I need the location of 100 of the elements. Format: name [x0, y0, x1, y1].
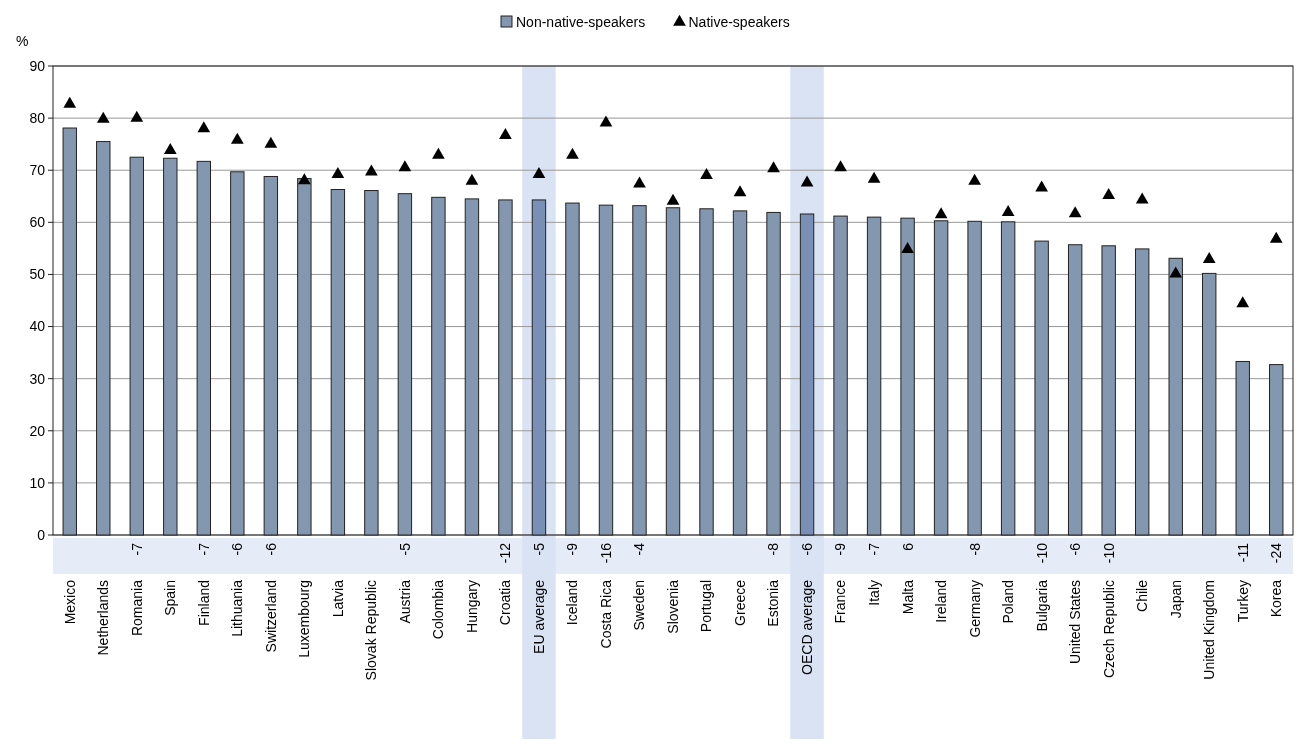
y-tick-label: 0 [37, 526, 46, 543]
x-tick-label: Mexico [61, 579, 78, 625]
annotation: -9 [832, 542, 849, 556]
legend-label: Native-speakers [688, 13, 790, 30]
point [1269, 231, 1283, 243]
x-tick-label: Germany [966, 580, 983, 638]
x-tick-label: EU average [530, 579, 547, 654]
annotation: -10 [1100, 542, 1117, 564]
annotation: -8 [966, 542, 983, 556]
x-tick-label: Spain [162, 580, 179, 616]
point [1135, 192, 1149, 204]
y-axis-title: % [16, 33, 29, 49]
x-tick-label: Ireland [933, 580, 950, 623]
point [398, 160, 412, 172]
annotation: -5 [396, 542, 413, 556]
y-tick-label: 20 [29, 422, 46, 439]
y-tick-label: 30 [29, 370, 46, 387]
point [163, 143, 177, 155]
point [599, 115, 613, 127]
point [901, 242, 914, 254]
x-tick-label: Austria [396, 579, 413, 624]
x-tick-label: Finland [195, 580, 212, 626]
annotation: -6 [229, 542, 246, 556]
point [1169, 266, 1183, 278]
x-tick-label: Turkey [1234, 580, 1251, 623]
point [432, 147, 445, 159]
x-tick-label: Portugal [698, 580, 715, 633]
x-tick-label: Korea [1268, 579, 1285, 618]
point [968, 173, 981, 185]
legend-label: Non-native-speakers [516, 13, 646, 30]
x-tick-label: Lithuania [229, 579, 246, 637]
annotation: -16 [597, 542, 614, 564]
y-tick-label: 60 [29, 214, 46, 231]
x-tick-label: Bulgaria [1033, 579, 1050, 632]
x-tick-label: Latvia [329, 579, 346, 618]
point [63, 96, 77, 108]
annotation: -6 [262, 542, 279, 556]
point [566, 147, 579, 159]
point [499, 127, 512, 139]
x-tick-label: Netherlands [95, 580, 112, 656]
point [700, 168, 713, 180]
annotation: -7 [195, 542, 212, 556]
point [733, 185, 747, 197]
point [365, 164, 378, 176]
x-tick-label: Croatia [497, 579, 514, 626]
x-tick-label: Slovak Republic [363, 580, 380, 681]
point [1236, 296, 1250, 308]
point [767, 161, 780, 173]
y-tick-label: 90 [29, 57, 46, 74]
y-tick-label: 80 [29, 110, 46, 127]
x-tick-label: Iceland [564, 580, 581, 626]
annotation: -10 [1033, 542, 1050, 564]
annotation: 6 [899, 542, 916, 551]
point [633, 176, 646, 188]
x-tick-label: Luxembourg [296, 580, 313, 658]
x-tick-label: Switzerland [262, 580, 279, 653]
point [1068, 206, 1082, 218]
point [230, 132, 244, 144]
point [1202, 251, 1216, 263]
point [297, 173, 311, 185]
x-tick-label: Slovenia [664, 579, 681, 634]
point [800, 175, 814, 187]
x-tick-label: OECD average [798, 579, 815, 675]
point [264, 136, 278, 148]
annotation: -6 [1067, 542, 1084, 556]
x-tick-label: Hungary [463, 580, 480, 633]
x-tick-label: Italy [865, 580, 882, 606]
point [465, 173, 479, 185]
x-tick-label: Japan [1167, 580, 1184, 619]
annotation: -9 [564, 542, 581, 556]
point [1035, 180, 1049, 192]
annotation: -5 [530, 542, 547, 556]
x-tick-label: Estonia [765, 579, 782, 627]
y-tick-label: 50 [29, 266, 46, 283]
annotation: -12 [497, 542, 514, 564]
annotation: -11 [1234, 542, 1251, 563]
x-tick-label: Greece [731, 579, 748, 626]
point [1001, 205, 1015, 217]
point [1102, 187, 1116, 199]
y-tick-label: 70 [29, 162, 46, 179]
x-tick-label: Costa Rica [597, 579, 614, 649]
y-tick-label: 10 [29, 474, 46, 491]
point [834, 160, 847, 172]
point [867, 171, 881, 183]
x-tick-label: Malta [899, 579, 916, 615]
x-tick-label: Colombia [430, 579, 447, 640]
x-tick-label: Sweden [631, 580, 648, 631]
point [666, 193, 680, 205]
x-tick-label: Poland [1000, 580, 1017, 624]
point [130, 110, 144, 122]
x-tick-label: United States [1067, 580, 1084, 665]
point [532, 167, 546, 179]
point [331, 167, 345, 179]
y-tick-label: 40 [29, 318, 46, 335]
x-tick-label: Chile [1134, 579, 1151, 612]
x-tick-label: France [832, 579, 849, 624]
annotation: -4 [631, 542, 648, 556]
annotation: -7 [128, 542, 145, 556]
annotation: -8 [765, 542, 782, 556]
x-tick-label: Czech Republic [1100, 580, 1117, 679]
